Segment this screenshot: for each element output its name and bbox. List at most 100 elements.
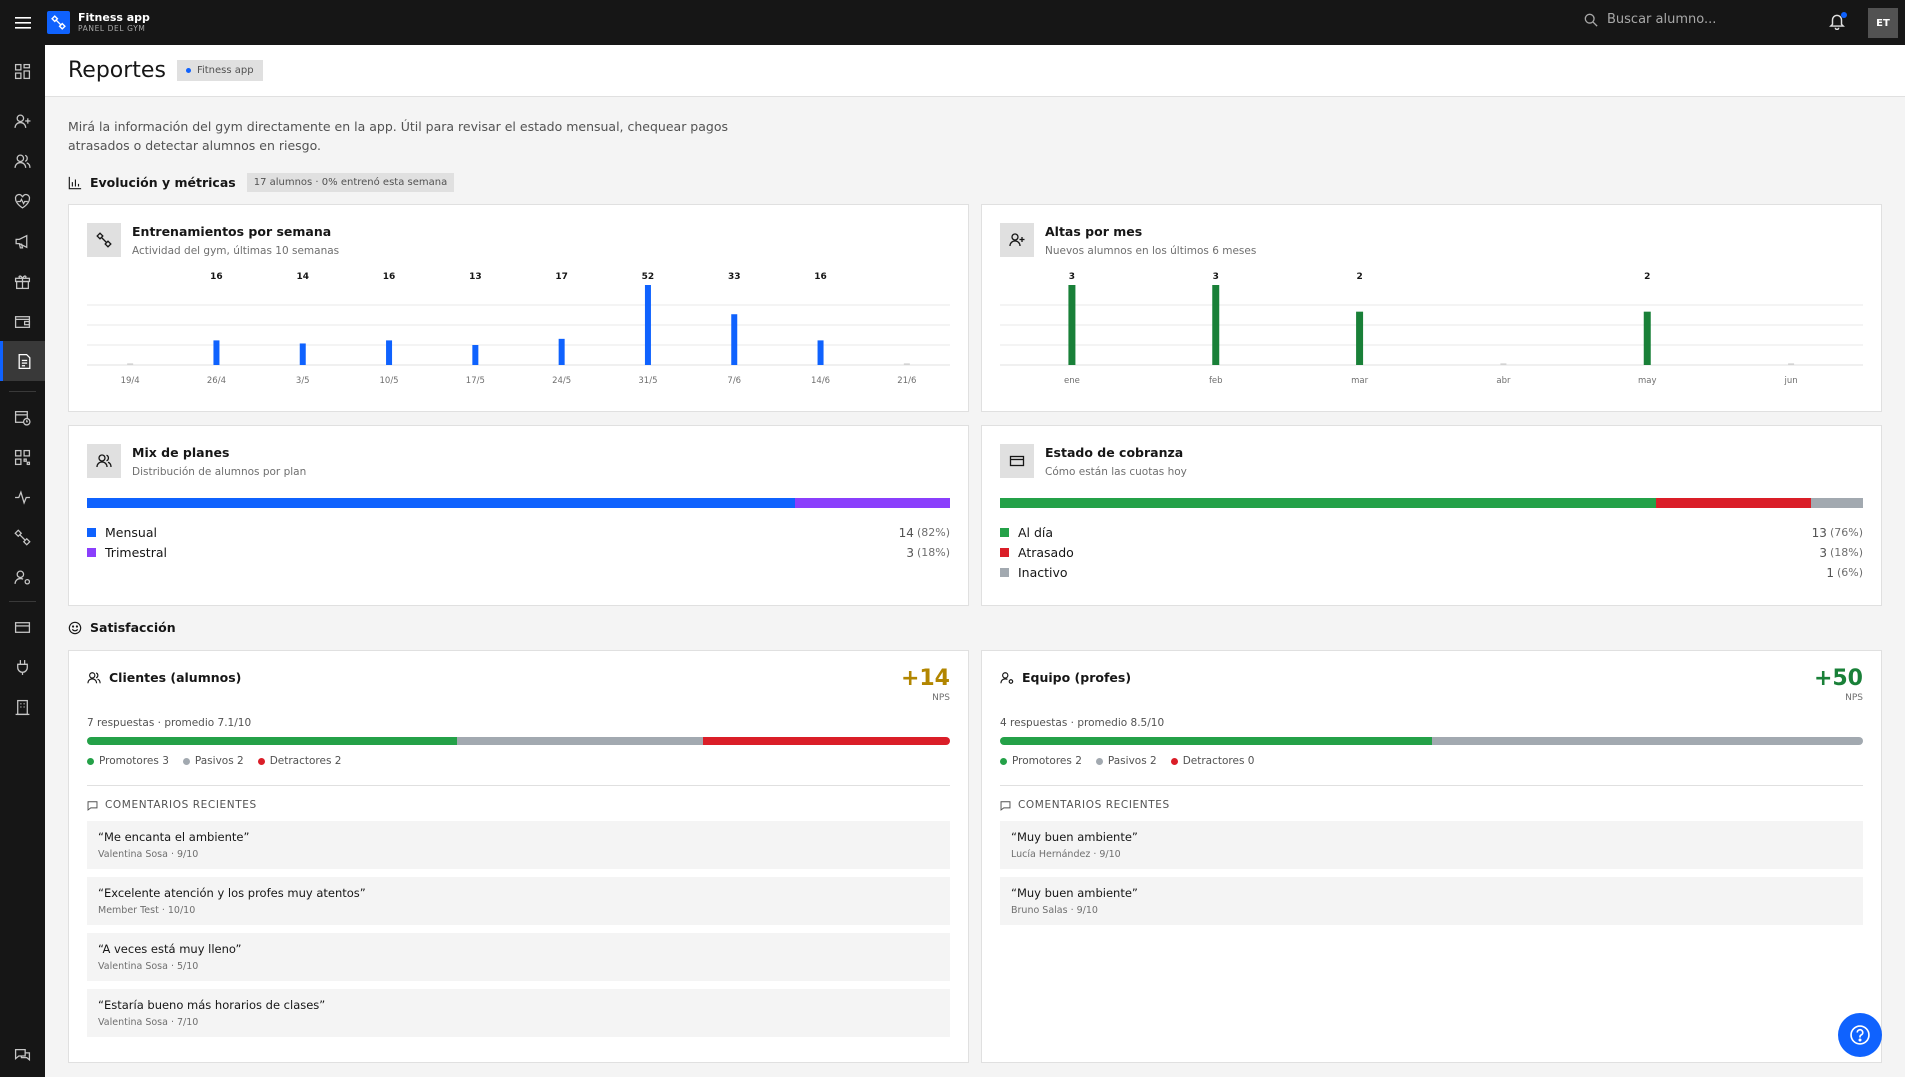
help-button[interactable] [1838, 1013, 1882, 1057]
nps-bar-segment [1431, 737, 1863, 745]
legend-row: Atrasado 3 (18%) [1000, 545, 1863, 560]
sidebar-item-schedule[interactable] [0, 397, 45, 437]
notifications-button[interactable] [1828, 12, 1848, 32]
add-user-icon [1000, 223, 1034, 257]
nps-legend-item: Detractores 2 [257, 755, 341, 767]
bar-value-label: 3 [1069, 272, 1075, 282]
sidebar-item-workouts[interactable] [0, 517, 45, 557]
add-user-icon [14, 113, 31, 128]
legend-percent: (18%) [916, 546, 950, 559]
sidebar-item-staff[interactable] [0, 557, 45, 597]
nps-bar-segment [703, 737, 950, 745]
sidebar-divider [9, 391, 36, 392]
comment-item: “A veces está muy lleno” Valentina Sosa ·… [87, 933, 950, 981]
megaphone-icon [15, 234, 28, 249]
comment-text: “Me encanta el ambiente” [98, 830, 250, 844]
team-nps-title: Equipo (profes) [1022, 670, 1132, 685]
legend-swatch [1000, 548, 1009, 557]
users-icon [14, 153, 31, 168]
x-tick-label: 17/5 [466, 376, 485, 386]
nps-legend-item: Pasivos 2 [182, 755, 244, 767]
gift-icon [14, 274, 31, 289]
bar [1212, 285, 1220, 365]
metrics-section-header: Evolución y métricas 17 alumnos · 0% ent… [68, 173, 455, 192]
sidebar-item-members[interactable] [0, 141, 45, 181]
team-nps-card: Equipo (profes) +50 NPS 4 respuestas · p… [981, 650, 1882, 1063]
brand[interactable]: Fitness app PANEL DEL GYM [47, 11, 150, 34]
sidebar-item-payments[interactable] [0, 301, 45, 341]
legend-swatch [1000, 528, 1009, 537]
divider [1000, 785, 1863, 786]
legend-dot [87, 757, 94, 765]
page-intro: Mirá la información del gym directamente… [68, 119, 728, 153]
avatar[interactable]: ET [1868, 8, 1898, 38]
legend-dot [1095, 757, 1103, 765]
bar [299, 343, 306, 365]
clients-comments-header: COMENTARIOS RECIENTES [87, 799, 257, 811]
comment-item: “Muy buen ambiente” Bruno Salas · 9/10 [1000, 877, 1863, 925]
nps-legend-item: Pasivos 2 [1095, 755, 1157, 767]
bar [1068, 285, 1076, 365]
users-icon [87, 671, 101, 683]
metrics-summary-tag: 17 alumnos · 0% entrenó esta semana [246, 173, 455, 192]
x-tick-label: abr [1496, 376, 1511, 386]
billing-subtitle: Cómo están las cuotas hoy [1045, 466, 1187, 478]
sidebar-item-rewards[interactable] [0, 261, 45, 301]
sidebar-item-billing[interactable] [0, 607, 45, 647]
bar-value-label: 16 [383, 272, 396, 282]
sidebar-item-gym[interactable] [0, 687, 45, 727]
satisfaction-section-header: Satisfacción [68, 620, 176, 635]
help-icon [1850, 1025, 1870, 1045]
sidebar-item-retention[interactable] [0, 181, 45, 221]
nps-bar-segment [1000, 737, 1432, 745]
user-settings-icon [14, 569, 31, 585]
card-icon [14, 621, 31, 633]
chat-icon [14, 1048, 31, 1061]
nps-legend-label: Promotores 3 [99, 755, 169, 767]
calendar-clock-icon [14, 410, 31, 426]
team-nps-label: NPS [1845, 693, 1863, 703]
legend-value: 14 [898, 525, 914, 540]
legend-dot [182, 757, 190, 765]
clients-nps-title: Clientes (alumnos) [109, 670, 242, 685]
sidebar-item-add-member[interactable] [0, 101, 45, 141]
smile-icon [68, 621, 82, 634]
signups-bar-chart: 3 ene 3 feb 2 mar abr 2 may jun [1000, 272, 1863, 386]
x-tick-label: feb [1209, 376, 1223, 386]
bar [472, 345, 479, 365]
x-tick-label: mar [1351, 376, 1368, 386]
team-nps-header: Equipo (profes) [1000, 670, 1131, 685]
legend-dot [1170, 757, 1178, 765]
sidebar-item-campaigns[interactable] [0, 221, 45, 261]
activity-icon [15, 489, 30, 505]
search-input[interactable]: Buscar alumno... [1584, 12, 1716, 27]
nps-legend-item: Promotores 2 [1000, 755, 1082, 767]
nps-bar-segment [87, 737, 457, 745]
sidebar-item-reports[interactable] [0, 341, 45, 381]
qr-code-icon [14, 449, 31, 465]
sidebar-item-dashboard[interactable] [0, 51, 45, 91]
bar [1643, 311, 1651, 365]
sidebar-item-activity[interactable] [0, 477, 45, 517]
sidebar-item-support[interactable] [0, 1035, 45, 1075]
report-icon [18, 353, 30, 369]
users-icon [87, 444, 121, 478]
bar [1356, 311, 1364, 365]
signups-title: Altas por mes [1045, 224, 1143, 239]
clients-nps-bar [87, 737, 950, 745]
x-tick-label: 21/6 [897, 376, 916, 386]
search-icon [1584, 13, 1598, 27]
comment-author: Bruno Salas · 9/10 [1011, 905, 1098, 916]
billing-title: Estado de cobranza [1045, 445, 1184, 460]
app-title: Fitness app [78, 11, 150, 25]
sidebar-item-checkin[interactable] [0, 437, 45, 477]
sidebar-item-integrations[interactable] [0, 647, 45, 687]
menu-icon[interactable] [0, 0, 45, 45]
team-nps-legend: Promotores 2 Pasivos 2 Detractores 0 [1000, 755, 1268, 767]
trainings-title: Entrenamientos por semana [132, 224, 332, 239]
comment-text: “Estaría bueno más horarios de clases” [98, 998, 326, 1012]
bar-segment [87, 498, 795, 508]
nps-legend-item: Detractores 0 [1170, 755, 1254, 767]
metrics-section-title: Evolución y métricas [90, 175, 236, 190]
bar [817, 340, 824, 365]
